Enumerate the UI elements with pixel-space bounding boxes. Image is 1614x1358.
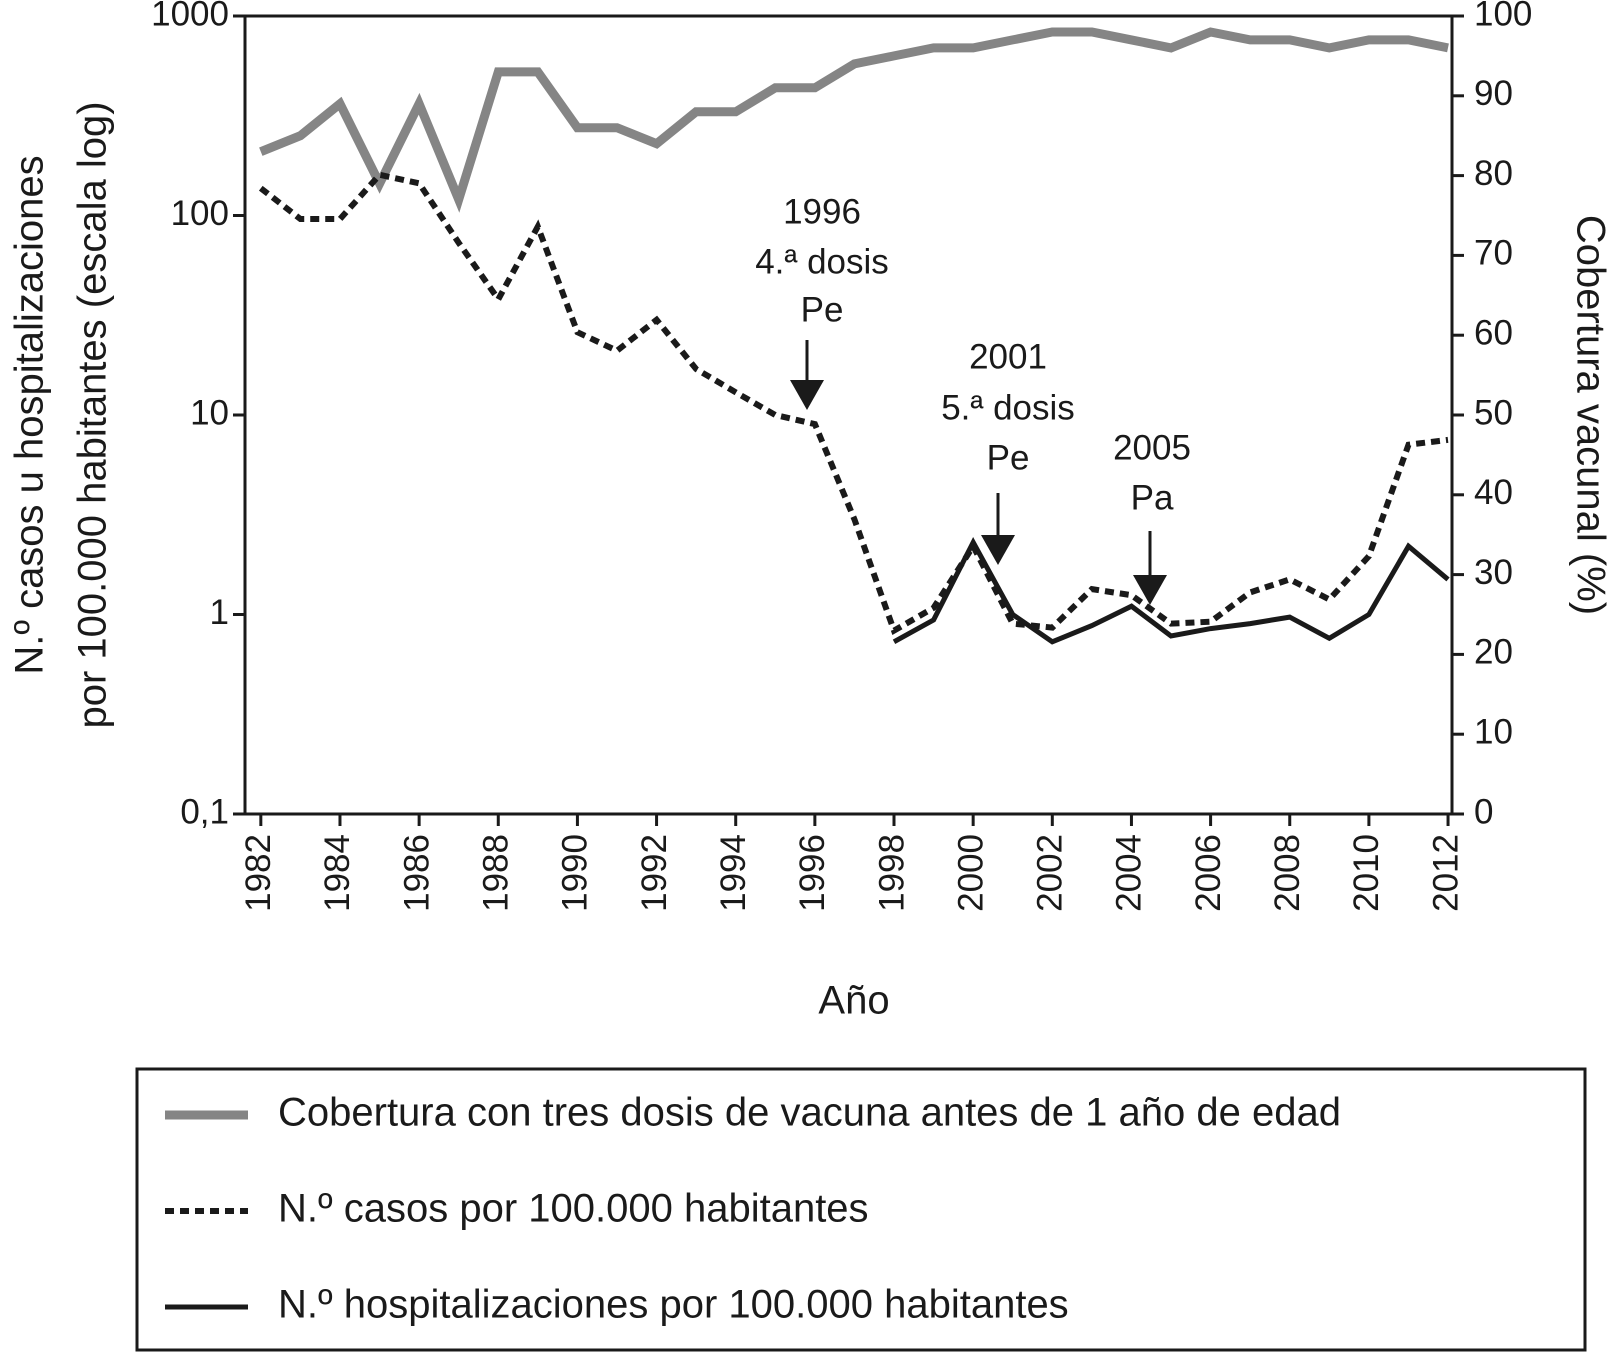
annotation-text: 4.ª dosis — [755, 242, 889, 281]
y2-tick-label: 10 — [1474, 712, 1513, 751]
y-axis-label: por 100.000 habitantes (escala log) — [71, 101, 115, 728]
annotation-text: Pe — [801, 290, 844, 329]
annotation-arrowhead — [981, 535, 1015, 565]
y-tick-label: 1 — [210, 593, 229, 632]
x-tick-label: 1984 — [318, 834, 357, 912]
annotation-text: 5.ª dosis — [941, 388, 1075, 427]
y2-tick-label: 50 — [1474, 393, 1513, 432]
y2-tick-label: 60 — [1474, 313, 1513, 352]
y2-tick-label: 100 — [1474, 0, 1532, 33]
x-tick-label: 1998 — [872, 834, 911, 912]
y2-tick-label: 80 — [1474, 154, 1513, 193]
x-tick-label: 2010 — [1347, 834, 1386, 912]
annotation-arrowhead — [790, 380, 824, 410]
annotation-text: 2005 — [1113, 428, 1191, 467]
series-line — [892, 536, 1450, 645]
annotation-text: Pa — [1131, 478, 1174, 517]
y2-tick-label: 0 — [1474, 792, 1493, 831]
legend-box — [135, 1067, 1587, 1352]
plot-frame — [243, 14, 1454, 816]
x-tick-label: 2012 — [1426, 834, 1465, 912]
x-tick-label: 1994 — [714, 834, 753, 912]
annotation-text: 1996 — [783, 192, 861, 231]
x-tick-label: 1986 — [397, 834, 436, 912]
y-tick-label: 0,1 — [180, 792, 229, 831]
series-line — [259, 27, 1449, 213]
x-tick-label: 1982 — [239, 834, 278, 912]
x-tick-label: 1990 — [556, 834, 595, 912]
annotation-text: Pe — [987, 438, 1030, 477]
y-axis-label: N.º casos u hospitalizaciones — [8, 155, 52, 674]
y2-tick-label: 90 — [1474, 74, 1513, 113]
annotation-arrowhead — [1133, 575, 1167, 605]
y2-tick-label: 70 — [1474, 234, 1513, 273]
x-tick-label: 2008 — [1268, 834, 1307, 912]
y2-tick-label: 20 — [1474, 633, 1513, 672]
x-tick-label: 2002 — [1031, 834, 1070, 912]
series-line — [258, 171, 1449, 635]
legend-label: N.º casos por 100.000 habitantes — [278, 1187, 869, 1231]
x-tick-label: 1992 — [635, 834, 674, 912]
y-tick-label: 100 — [171, 194, 229, 233]
legend-label: N.º hospitalizaciones por 100.000 habita… — [278, 1283, 1069, 1327]
x-tick-label: 2006 — [1189, 834, 1228, 912]
y2-tick-label: 30 — [1474, 553, 1513, 592]
x-axis-label: Año — [818, 979, 889, 1023]
y-tick-label: 10 — [190, 393, 229, 432]
y2-tick-label: 40 — [1474, 473, 1513, 512]
legend-label: Cobertura con tres dosis de vacuna antes… — [278, 1091, 1341, 1135]
y-tick-label: 1000 — [151, 0, 229, 33]
x-tick-label: 1996 — [793, 834, 832, 912]
annotation-text: 2001 — [969, 337, 1047, 376]
x-tick-label: 1988 — [477, 834, 516, 912]
y2-axis-label: Cobertura vacunal (%) — [1568, 215, 1612, 615]
x-tick-label: 2000 — [951, 834, 990, 912]
x-tick-label: 2004 — [1110, 834, 1149, 912]
